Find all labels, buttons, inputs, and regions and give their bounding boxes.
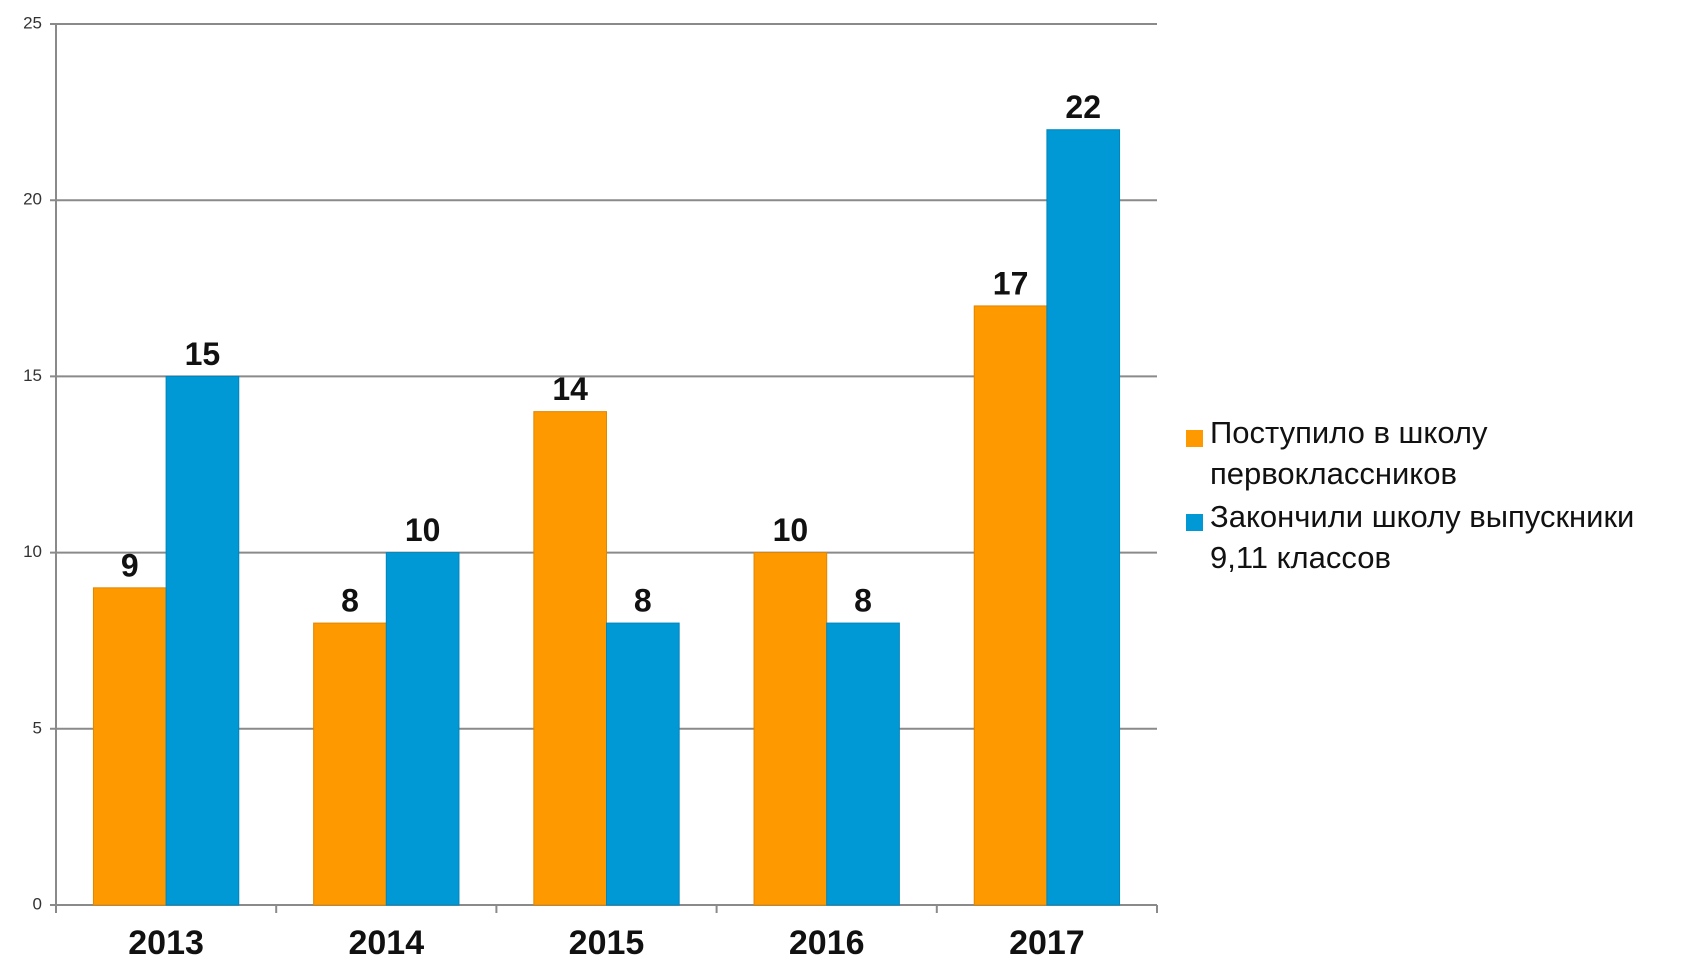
y-tick-label: 5 (33, 718, 42, 737)
value-label: 9 (121, 547, 139, 583)
bar (533, 411, 607, 906)
value-label: 10 (773, 512, 809, 548)
bar (92, 587, 167, 906)
value-label: 8 (634, 583, 652, 619)
value-label: 10 (405, 512, 441, 548)
x-tick-label: 2014 (348, 924, 424, 960)
x-tick-label: 2016 (789, 924, 865, 960)
bar (753, 552, 828, 906)
legend-item: Закончили школу выпускники 9,11 классов (1186, 496, 1666, 578)
legend-label: Поступило в школу первоклассников (1210, 415, 1488, 491)
value-label: 14 (552, 371, 588, 407)
y-tick-label: 0 (33, 894, 42, 913)
value-label: 22 (1065, 89, 1101, 125)
x-tick-label: 2013 (128, 924, 204, 960)
value-label: 15 (185, 336, 221, 372)
legend-item: Поступило в школу первоклассников (1186, 412, 1666, 494)
x-tick-label: 2015 (569, 924, 645, 960)
y-tick-label: 25 (23, 13, 42, 32)
value-label: 8 (341, 583, 359, 619)
bar (973, 305, 1048, 906)
x-tick-label: 2017 (1009, 924, 1085, 960)
legend-swatch (1186, 514, 1203, 531)
legend-swatch (1186, 430, 1203, 447)
bar (826, 622, 900, 906)
bar (1046, 129, 1121, 906)
y-tick-label: 20 (23, 190, 42, 209)
y-tick-label: 15 (23, 366, 42, 385)
bar (165, 375, 240, 906)
bar (385, 552, 460, 906)
legend-label: Закончили школу выпускники 9,11 классов (1210, 499, 1635, 575)
bar (313, 622, 387, 906)
legend: Поступило в школу первоклассников Закончи… (1186, 412, 1666, 580)
value-label: 17 (993, 265, 1029, 301)
value-label: 8 (854, 583, 872, 619)
y-tick-label: 10 (23, 542, 42, 561)
bar (606, 622, 680, 906)
